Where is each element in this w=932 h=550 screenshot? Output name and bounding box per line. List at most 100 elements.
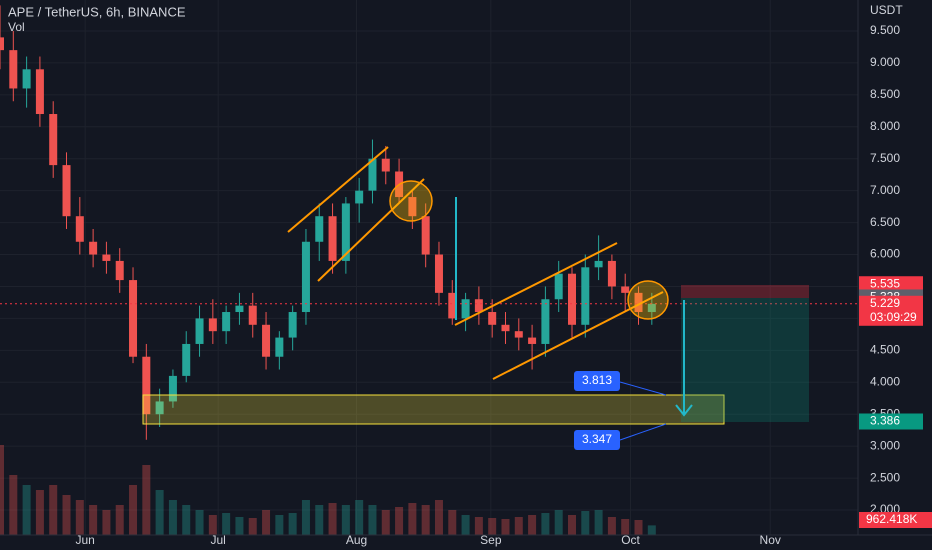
volume-bar bbox=[634, 520, 643, 535]
drawings: 3.813 3.347 bbox=[142, 146, 809, 450]
candle-body bbox=[248, 305, 257, 325]
candle-body bbox=[195, 318, 204, 344]
volume-bar bbox=[35, 490, 44, 535]
candle-body bbox=[581, 267, 590, 325]
annotation: 3.813 bbox=[582, 373, 612, 387]
volume-bar bbox=[288, 513, 297, 535]
candle-body bbox=[288, 312, 297, 338]
volume-bar bbox=[554, 510, 563, 535]
candle-body bbox=[275, 337, 284, 357]
x-tick-label: Sep bbox=[480, 533, 502, 547]
candle-body bbox=[35, 69, 44, 115]
candle-body bbox=[102, 254, 111, 261]
volume-bar bbox=[355, 500, 364, 535]
candle-body bbox=[408, 197, 417, 217]
candle-body bbox=[315, 216, 324, 242]
volume-bar bbox=[142, 465, 151, 535]
volume-bar bbox=[434, 500, 443, 535]
y-tick-label: 6.500 bbox=[870, 215, 900, 229]
price-badge bbox=[859, 276, 923, 293]
y-tick-label: 8.000 bbox=[870, 119, 900, 133]
candle-body bbox=[182, 343, 191, 376]
chart-title: APE / TetherUS, 6h, BINANCE bbox=[8, 4, 186, 19]
trend-line bbox=[287, 146, 389, 233]
candle-layer bbox=[0, 5, 858, 440]
y-tick-label: 4.000 bbox=[870, 374, 900, 388]
candle-body bbox=[368, 158, 377, 191]
volume-bar bbox=[594, 510, 603, 535]
volume-bar bbox=[262, 510, 271, 535]
candle-body bbox=[568, 273, 576, 325]
volume-bar bbox=[607, 517, 616, 535]
volume-bar bbox=[421, 505, 430, 535]
volume-bar bbox=[381, 510, 390, 535]
y-tick-label: 7.000 bbox=[870, 183, 900, 197]
volume-bar bbox=[474, 517, 483, 535]
volume-bar bbox=[488, 518, 497, 535]
annotation-box bbox=[574, 430, 620, 450]
volume-badge-label: 962.418K bbox=[866, 512, 917, 526]
x-tick-label: Jun bbox=[75, 533, 94, 547]
volume-title: Vol bbox=[8, 20, 25, 34]
volume-bar bbox=[22, 485, 31, 535]
candle-body bbox=[168, 375, 177, 402]
trend-line bbox=[492, 291, 664, 380]
volume-bar bbox=[235, 517, 244, 535]
y-tick-label: 6.000 bbox=[870, 247, 900, 261]
volume-bar bbox=[0, 445, 4, 535]
volume-bar bbox=[9, 475, 18, 535]
y-tick-label: 9.500 bbox=[870, 23, 900, 37]
candle-body bbox=[528, 337, 537, 344]
candle-body bbox=[301, 241, 310, 313]
price-badge-label: 5.229 bbox=[870, 296, 900, 310]
candle-body bbox=[75, 216, 84, 242]
candle-body bbox=[208, 318, 217, 332]
y-tick-label: 9.000 bbox=[870, 55, 900, 69]
candle-body bbox=[607, 260, 616, 287]
grid bbox=[0, 0, 858, 535]
candle-body bbox=[62, 165, 71, 217]
volume-bar bbox=[115, 505, 124, 535]
countdown: 03:09:29 bbox=[870, 310, 917, 324]
volume-bar bbox=[395, 507, 404, 535]
candle-body bbox=[115, 260, 124, 281]
candle-body bbox=[448, 292, 457, 319]
candle-body bbox=[594, 260, 603, 268]
candle-body bbox=[488, 312, 497, 325]
candle-body bbox=[142, 356, 151, 415]
price-axis bbox=[858, 0, 932, 550]
candle-body bbox=[434, 254, 443, 293]
volume-bar bbox=[182, 505, 191, 535]
y-tick-label: 4.500 bbox=[870, 343, 900, 357]
y-tick-label: 8.500 bbox=[870, 87, 900, 101]
candle-body bbox=[328, 216, 337, 261]
candle-body bbox=[155, 401, 164, 415]
volume-badge bbox=[859, 512, 932, 528]
volume-bar bbox=[501, 519, 510, 535]
volume-bar bbox=[49, 485, 58, 535]
candle-body bbox=[647, 303, 656, 313]
y-tick-label: 3.000 bbox=[870, 438, 900, 452]
stop-zone bbox=[681, 285, 809, 298]
volume-bar bbox=[168, 500, 177, 535]
volume-bar bbox=[102, 510, 111, 535]
candle-body bbox=[9, 50, 18, 89]
support-zone bbox=[142, 394, 725, 425]
highlight-circle bbox=[389, 180, 433, 222]
candle-body bbox=[355, 190, 364, 204]
volume-bar bbox=[275, 515, 284, 535]
candle-body bbox=[129, 280, 138, 357]
candle-body bbox=[381, 158, 390, 172]
volume-bar bbox=[222, 513, 231, 535]
connector bbox=[619, 423, 667, 441]
candle-body bbox=[49, 114, 58, 166]
candle-body bbox=[421, 216, 430, 255]
candle-body bbox=[621, 286, 630, 293]
volume-bar bbox=[621, 519, 630, 535]
highlight-circle bbox=[627, 280, 669, 320]
price-badge-label: 5.535 bbox=[870, 276, 900, 290]
volume-bar bbox=[301, 500, 310, 535]
axis-unit: USDT bbox=[870, 3, 903, 17]
volume-bar bbox=[528, 515, 537, 535]
